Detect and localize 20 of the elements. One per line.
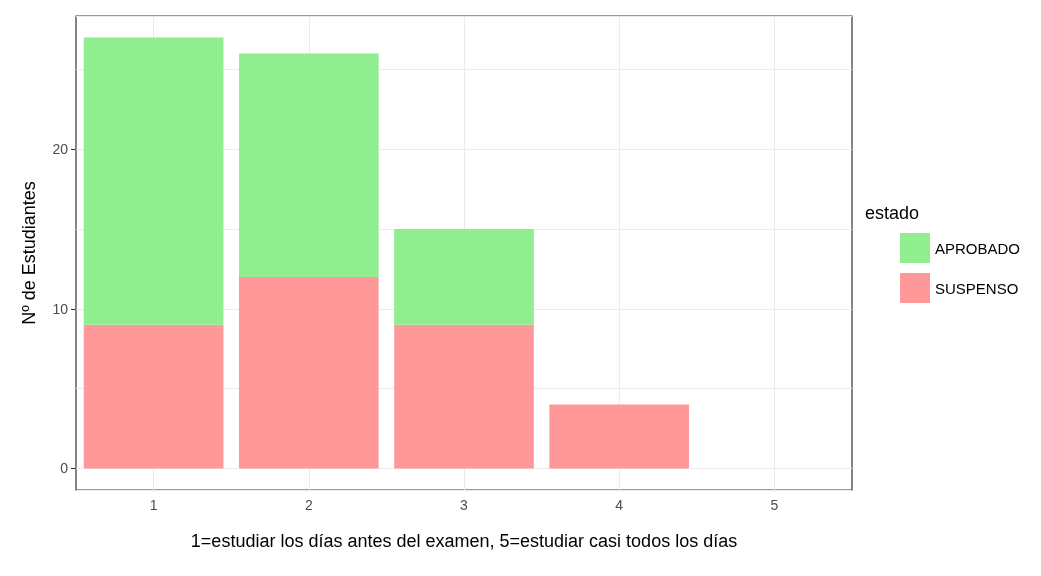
bar bbox=[394, 229, 534, 325]
x-tick-label: 2 bbox=[304, 497, 313, 513]
y-axis-title: Nº de Estudiantes bbox=[19, 181, 39, 325]
x-tick-label: 5 bbox=[770, 497, 779, 513]
x-tick-label: 4 bbox=[615, 497, 624, 513]
x-tick-label: 1 bbox=[149, 497, 158, 513]
y-tick-label: 10 bbox=[52, 300, 69, 317]
legend-title: estado bbox=[864, 203, 919, 223]
x-tick-label: 3 bbox=[460, 497, 469, 513]
x-axis-title: 1=estudiar los días antes del examen, 5=estudiar casi todos los días bbox=[190, 531, 738, 551]
bar bbox=[83, 324, 224, 469]
bar bbox=[238, 53, 379, 277]
y-tick-label: 20 bbox=[52, 141, 69, 158]
legend-label: APROBADO bbox=[934, 239, 1021, 257]
legend-label: SUSPENSO bbox=[934, 279, 1019, 297]
y-tick-label: 0 bbox=[60, 460, 69, 477]
bar bbox=[238, 276, 379, 469]
bar bbox=[83, 37, 224, 325]
bar bbox=[394, 324, 534, 469]
bar bbox=[549, 404, 690, 469]
